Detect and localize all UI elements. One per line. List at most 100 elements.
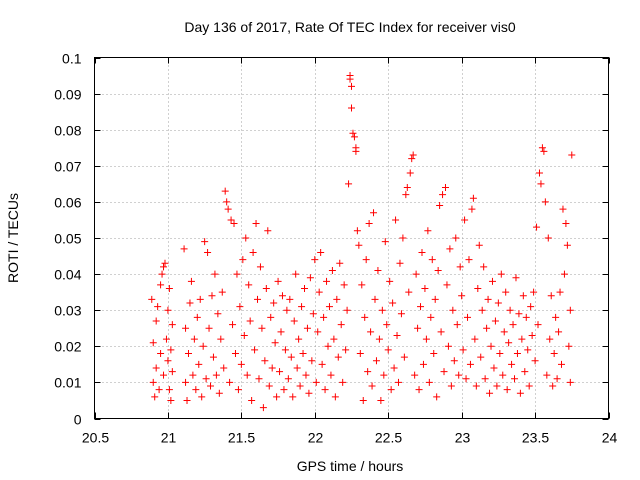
data-point <box>271 339 279 347</box>
data-point <box>249 248 257 256</box>
data-point <box>471 335 479 343</box>
data-point <box>430 350 438 358</box>
data-point <box>361 313 369 321</box>
data-point <box>553 375 561 383</box>
data-point <box>245 281 253 289</box>
data-point <box>411 371 419 379</box>
data-point <box>371 295 379 303</box>
data-point <box>236 303 244 311</box>
data-point <box>530 288 538 296</box>
data-point <box>160 371 168 379</box>
data-point <box>428 256 436 264</box>
data-point <box>397 310 405 318</box>
data-point <box>192 386 200 394</box>
data-point <box>246 317 254 325</box>
data-point <box>276 368 284 376</box>
data-point <box>242 234 250 242</box>
chart-title: Day 136 of 2017, Rate Of TEC Index for r… <box>184 19 515 35</box>
data-point <box>317 248 325 256</box>
data-point <box>224 205 232 213</box>
data-point <box>295 335 303 343</box>
data-point <box>259 404 267 412</box>
data-point <box>499 371 507 379</box>
data-point <box>214 310 222 318</box>
data-point <box>207 382 215 390</box>
data-point <box>419 360 427 368</box>
data-point <box>490 364 498 372</box>
data-point <box>511 375 519 383</box>
y-axis-label: ROTI / TECUs <box>5 193 21 283</box>
data-point <box>343 306 351 314</box>
data-point <box>516 389 524 397</box>
data-point <box>293 364 301 372</box>
data-point <box>549 382 557 390</box>
data-point <box>521 368 529 376</box>
data-point <box>336 259 344 267</box>
data-point <box>230 220 238 228</box>
data-point <box>251 346 259 354</box>
data-point <box>393 331 401 339</box>
data-point <box>152 364 160 372</box>
data-point <box>406 169 414 177</box>
data-point <box>218 288 226 296</box>
data-point <box>365 220 373 228</box>
data-point <box>556 288 564 296</box>
data-point <box>462 375 470 383</box>
data-point <box>355 241 363 249</box>
data-point <box>562 220 570 228</box>
data-point <box>233 270 241 278</box>
data-point <box>186 299 194 307</box>
data-point <box>384 346 392 354</box>
data-point <box>541 198 549 206</box>
data-point <box>446 245 454 253</box>
data-point <box>208 292 216 300</box>
data-point <box>342 346 350 354</box>
data-point <box>560 270 568 278</box>
x-tick-label: 21 <box>161 430 177 446</box>
data-point <box>212 371 220 379</box>
data-point <box>496 350 504 358</box>
data-point <box>405 288 413 296</box>
data-point <box>298 303 306 311</box>
y-tick-label: 0 <box>74 412 82 428</box>
x-tick-label: 24 <box>602 430 618 446</box>
data-point <box>215 389 223 397</box>
data-point <box>502 288 510 296</box>
data-point <box>486 389 494 397</box>
data-point <box>254 295 262 303</box>
data-point <box>370 209 378 217</box>
data-point <box>164 306 172 314</box>
data-point <box>303 324 311 332</box>
data-point <box>152 317 160 325</box>
data-point <box>443 281 451 289</box>
data-point <box>534 321 542 329</box>
data-point <box>182 378 190 386</box>
data-point <box>196 295 204 303</box>
data-point <box>524 346 532 354</box>
data-point <box>284 375 292 383</box>
data-point <box>389 299 397 307</box>
data-point <box>201 238 209 246</box>
data-point <box>436 202 444 210</box>
data-point <box>421 285 429 293</box>
data-point <box>345 180 353 188</box>
data-point <box>352 147 360 155</box>
data-point <box>503 386 511 394</box>
data-point <box>474 285 482 293</box>
data-point <box>306 274 314 282</box>
data-point <box>165 285 173 293</box>
data-point <box>202 375 210 383</box>
data-point <box>149 378 157 386</box>
data-point <box>441 183 449 191</box>
data-point <box>149 339 157 347</box>
data-point <box>402 191 410 199</box>
y-tick-label: 0.03 <box>54 303 81 319</box>
data-point <box>478 306 486 314</box>
data-point <box>168 321 176 329</box>
data-point <box>258 324 266 332</box>
data-point <box>309 310 317 318</box>
data-point <box>469 194 477 202</box>
data-point <box>508 360 516 368</box>
data-point <box>334 353 342 361</box>
